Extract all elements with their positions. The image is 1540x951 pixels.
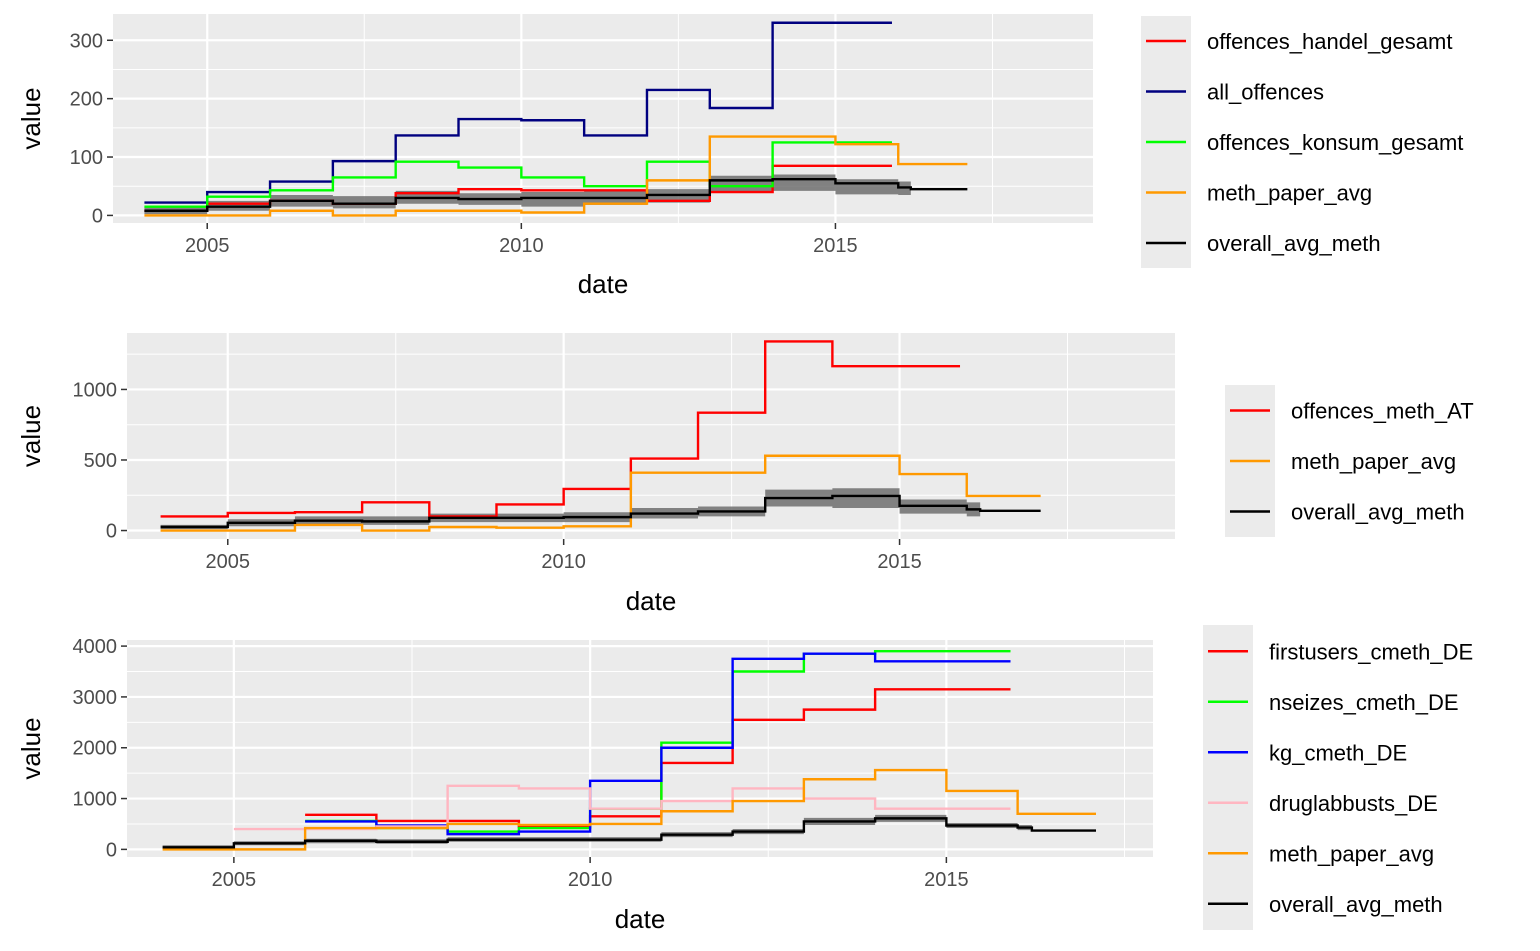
x-axis-title: date [578,269,629,299]
series-line-all-offences [144,21,892,204]
legend: offences_meth_AT meth_paper_avg overall_av… [1225,385,1474,537]
x-tick-label: 2010 [568,869,613,891]
series-line-meth-paper-avg [162,768,1096,851]
x-tick-label: 2005 [206,551,251,573]
legend-label: overall_avg_meth [1269,892,1443,917]
y-axis-title: value [16,87,46,149]
series-line-offences-konsum-gesamt [144,141,892,208]
legend-label: meth_paper_avg [1291,449,1456,474]
x-tick-label: 2015 [924,869,969,891]
x-tick-label: 2015 [877,551,922,573]
chart-panel-1: 2005 2010 2015 0 100 200 300 date value offences_… [16,14,1463,299]
y-tick-label: 0 [106,839,117,861]
x-tick-label: 2005 [212,869,257,891]
legend-label: nseizes_cmeth_DE [1269,690,1459,715]
legend-label: overall_avg_meth [1207,231,1381,256]
y-tick-label: 4000 [73,636,118,658]
y-tick-label: 1000 [73,789,118,811]
legend-label: offences_konsum_gesamt [1207,130,1463,155]
series-line-overall-avg-meth [144,178,968,212]
legend: offences_handel_gesamt all_offencesoffenc… [1141,16,1463,268]
series-line-druglabbusts-DE [233,784,1011,831]
y-tick-label: 300 [70,30,103,52]
plot-background [127,333,1175,539]
y-tick-label: 0 [92,205,103,227]
series-line-overall-avg-meth [162,817,1096,849]
legend-label: kg_cmeth_DE [1269,740,1407,765]
legend-label: meth_paper_avg [1269,841,1434,866]
x-tick-label: 2010 [541,551,586,573]
y-tick-label: 100 [70,147,103,169]
x-tick-label: 2005 [185,235,230,257]
y-axis-title: value [16,717,46,779]
legend-label: druglabbusts_DE [1269,791,1438,816]
series-line-offences-meth-AT [160,340,961,518]
legend-label: offences_meth_AT [1291,399,1474,424]
y-tick-label: 500 [84,450,117,472]
y-tick-label: 3000 [73,687,118,709]
y-tick-label: 1000 [73,379,118,401]
legend-label: overall_avg_meth [1291,500,1465,525]
chart-panel-3: 2005 2010 2015 0 1000 2000 3000 4000 date value fi… [16,625,1473,934]
x-axis-title: date [626,586,677,616]
series-line-overall-avg-meth [160,494,1041,529]
x-axis-title: date [615,904,666,934]
y-tick-label: 0 [106,521,117,543]
legend-label: meth_paper_avg [1207,181,1372,206]
series-line-meth-paper-avg [144,135,968,217]
confidence-ribbon [162,814,1032,849]
x-tick-label: 2010 [499,235,544,257]
legend-label: all_offences [1207,80,1324,105]
chart-panel-2: 2005 2010 2015 0 500 1000 date value offences_me… [16,333,1474,616]
y-tick-label: 200 [70,89,103,111]
legend-key-background [1203,625,1253,930]
y-axis-title: value [16,405,46,467]
legend-label: offences_handel_gesamt [1207,29,1452,54]
legend-label: firstusers_cmeth_DE [1269,639,1473,664]
y-tick-label: 2000 [73,738,118,760]
x-tick-label: 2015 [813,235,858,257]
series-line-meth-paper-avg [160,454,1041,532]
legend: firstusers_cmeth_DE nseizes_cmeth_DE kg_cm… [1203,625,1473,930]
